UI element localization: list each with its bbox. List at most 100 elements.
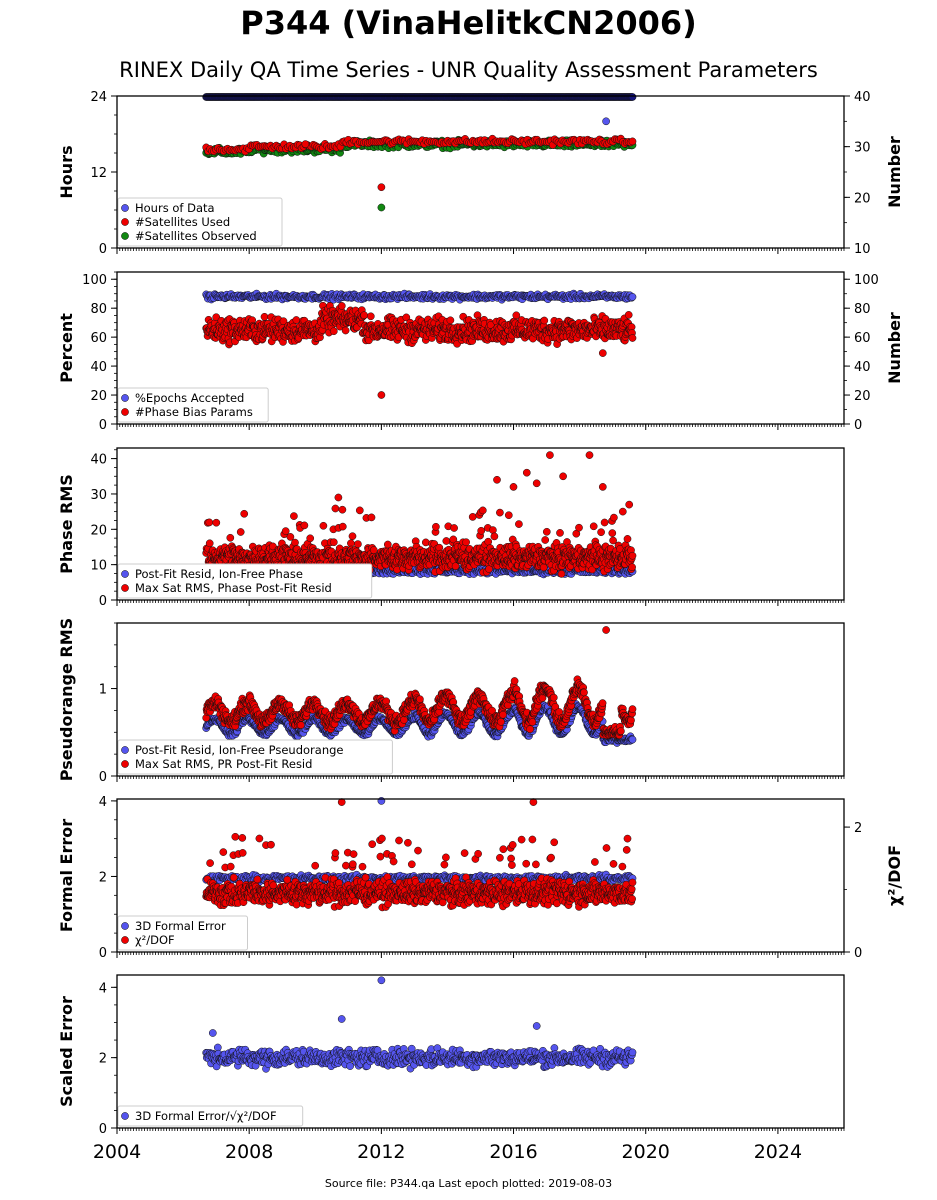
y-tick-label: 60 [90,331,107,346]
max-sat-phase-rms-point [462,538,470,547]
max-sat-phase-rms-point [421,538,430,547]
max-sat-phase-rms-point [348,532,357,541]
max-sat-phase-rms-point [541,536,550,544]
hours-of-data-point [628,93,637,101]
y-tick-label: 12 [90,166,107,181]
max-sat-phase-rms-point [355,506,364,515]
max-sat-phase-rms-point [468,513,477,521]
y-right-tick-label: 10 [854,242,871,257]
phase-bias-params-point [337,302,346,310]
satellites-used-outlier [377,183,386,192]
y-tick-label: 40 [90,453,107,468]
legend-label: #Phase Bias Params [135,405,253,419]
phase-bias-params-point [366,312,375,321]
max-sat-phase-rms-point [393,565,401,574]
phase-bias-params-point [446,316,455,325]
max-sat-phase-rms-point [306,534,315,543]
y-tick-label: 24 [90,90,107,105]
satellites-used-outlier [301,140,310,148]
legend-label: %Epochs Accepted [135,391,244,405]
max-sat-phase-rms-point [205,539,214,548]
max-sat-phase-rms-point [432,522,440,531]
max-sat-phase-rms-point [329,538,338,547]
phase-bias-params-point [360,311,368,320]
satellites-used-point [628,137,637,146]
phase-bias-params-outlier [598,349,607,357]
phase-bias-params-point [341,326,350,335]
legend-marker [121,218,129,226]
y-tick-label: 0 [99,418,107,433]
max-sat-phase-rms-point [300,521,309,530]
epochs-accepted-point [628,293,637,301]
max-sat-phase-rms-point [291,538,299,547]
max-sat-phase-rms-point [240,509,249,518]
max-sat-phase-rms-point [338,505,347,514]
max-sat-phase-rms-point [319,521,328,530]
max-sat-phase-rms-point [369,546,378,554]
max-sat-phase-rms-point [496,508,504,517]
legend-marker [121,232,129,240]
max-sat-phase-rms-point [281,527,290,535]
y-right-tick-label: 80 [854,302,871,317]
max-sat-phase-rms-point [290,512,298,520]
y-right-tick-label: 30 [854,141,871,156]
y-axis-label: Hours [57,145,76,198]
hours-of-data-outlier [602,117,610,126]
max-sat-phase-rms-point [354,540,362,548]
legend-marker [121,394,129,402]
phase-bias-params-point [540,316,549,325]
phase-bias-params-point [624,311,633,319]
chart-title: P344 (VinaHelitkCN2006) [240,4,697,42]
y-right-axis-label: Number [885,312,904,384]
y-right-tick-label: 60 [854,331,871,346]
max-sat-phase-rms-point [542,527,551,536]
y-tick-label: 0 [99,594,107,609]
y-tick-label: 10 [90,559,107,574]
y-tick-label: 20 [90,523,107,538]
y-right-tick-label: 40 [854,360,871,375]
legend-label: Hours of Data [135,201,215,215]
legend-label: #Satellites Used [135,215,230,229]
legend-marker [121,204,129,212]
y-right-tick-label: 0 [854,418,862,433]
max-sat-phase-rms-point [338,522,347,531]
y-tick-label: 0 [99,242,107,257]
max-sat-phase-rms-point [331,504,340,513]
max-sat-phase-rms-point [236,528,245,536]
y-tick-label: 30 [90,488,107,503]
phase-bias-params-point [260,312,269,321]
max-sat-phase-rms-point [539,563,548,572]
max-sat-phase-rms-point [477,526,486,535]
y-right-tick-label: 20 [854,191,871,206]
max-sat-phase-rms-point [205,518,214,527]
max-sat-phase-rms-point [212,518,221,527]
phase-bias-params-point [628,334,637,342]
y-right-tick-label: 20 [854,389,871,404]
max-sat-phase-rms-point [504,511,513,520]
satellites-observed-outlier [377,203,386,212]
y-tick-label: 80 [90,302,107,317]
y-tick-label: 100 [82,273,107,288]
legend-marker [121,408,129,416]
legend-label: #Satellites Observed [135,229,257,243]
max-sat-phase-rms-point [442,537,451,545]
max-sat-phase-rms-point [490,532,499,541]
max-sat-phase-rms-point [367,513,376,522]
panel-2: 0 20 40 60 80 100 0 20 40 60 80 100 Number Percent %Ep… [57,271,904,433]
y-right-axis-label: Number [885,136,904,208]
max-sat-phase-rms-point [450,524,458,532]
y-axis-label: Phase RMS [57,474,76,574]
max-sat-phase-rms-point [489,526,497,534]
max-sat-phase-rms-point [478,506,487,515]
max-sat-phase-rms-point [515,520,523,528]
y-tick-label: 40 [90,360,107,375]
y-axis-label: Percent [57,313,76,383]
max-sat-phase-rms-point [226,533,235,542]
y-right-tick-label: 40 [854,90,871,105]
phase-bias-params-point [329,327,338,336]
phase-bias-params-outlier [377,391,386,399]
y-tick-label: 20 [90,389,107,404]
